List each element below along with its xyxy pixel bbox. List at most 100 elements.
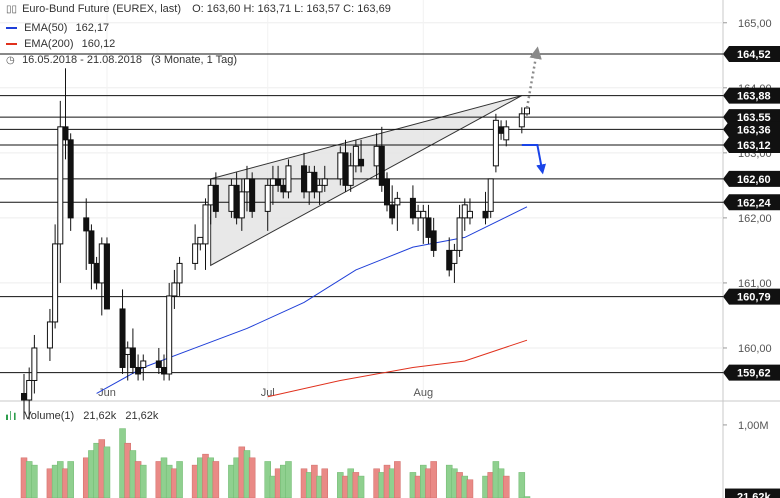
candle[interactable]: [155, 347, 162, 374]
candle[interactable]: [383, 172, 390, 212]
candle[interactable]: [389, 185, 396, 225]
candle[interactable]: [275, 165, 282, 192]
candle-body-up: [352, 145, 359, 167]
level-badge: 163,88: [723, 87, 780, 104]
candle-body-up: [264, 184, 271, 212]
candle-body-up: [461, 204, 468, 219]
candle[interactable]: [466, 198, 473, 225]
candle-body-up: [140, 360, 147, 368]
level-badge-label: 163,12: [737, 140, 771, 152]
candle[interactable]: [119, 289, 126, 374]
volume-bar-down: [212, 461, 220, 498]
candle[interactable]: [378, 126, 385, 192]
level-badge: 162,24: [723, 194, 780, 211]
level-badge-label: 160,79: [737, 292, 771, 304]
candle[interactable]: [212, 172, 219, 218]
candle-body-up: [337, 152, 344, 180]
candle[interactable]: [176, 256, 183, 296]
y-tick-label: 161,00: [738, 278, 772, 290]
candle[interactable]: [57, 100, 64, 283]
candle[interactable]: [430, 217, 437, 257]
candle[interactable]: [456, 204, 463, 257]
ema50-label: EMA(50): [24, 22, 68, 34]
x-tick-label: Jun: [98, 387, 116, 399]
candle[interactable]: [46, 308, 53, 361]
candle-body-up: [306, 171, 313, 193]
candle[interactable]: [524, 106, 530, 116]
candle[interactable]: [482, 191, 489, 225]
candle[interactable]: [451, 243, 458, 283]
candle-body-up: [347, 165, 354, 186]
candle[interactable]: [487, 178, 494, 218]
candle-body-down: [103, 243, 110, 310]
candle[interactable]: [492, 113, 499, 173]
candle[interactable]: [129, 328, 136, 374]
candle-body-down: [21, 392, 27, 401]
candle[interactable]: [67, 133, 74, 231]
candle-body-down: [280, 184, 287, 193]
level-badge-label: 159,62: [737, 368, 771, 380]
candle[interactable]: [192, 224, 199, 270]
candle-body-up: [487, 178, 494, 212]
candle[interactable]: [238, 178, 245, 231]
level-badge-bg: [723, 45, 780, 62]
candle[interactable]: [503, 120, 510, 147]
projection-arrow-up: [525, 46, 542, 109]
candle[interactable]: [358, 139, 365, 173]
volume-label: Volume(1): [24, 410, 75, 422]
candle[interactable]: [93, 256, 100, 290]
candle[interactable]: [409, 185, 416, 225]
candle[interactable]: [347, 152, 354, 192]
candle-body-up: [373, 145, 380, 167]
level-badge-bg: [723, 121, 780, 138]
candle[interactable]: [461, 198, 468, 231]
legend-period: ◷ 16.05.2018 - 21.08.2018 (3 Monate, 1 T…: [6, 54, 237, 66]
candle[interactable]: [26, 367, 33, 420]
candle[interactable]: [518, 107, 525, 134]
candle[interactable]: [352, 139, 359, 173]
candle[interactable]: [316, 178, 323, 205]
candle-body-down: [135, 366, 142, 375]
candle[interactable]: [88, 224, 95, 290]
candle[interactable]: [161, 354, 168, 381]
candle[interactable]: [264, 178, 271, 231]
candle[interactable]: [321, 165, 328, 192]
level-badge-label: 163,88: [737, 91, 771, 103]
candle-body-down: [161, 366, 168, 375]
candle[interactable]: [171, 269, 178, 309]
candle[interactable]: [140, 354, 147, 381]
candle[interactable]: [103, 237, 110, 310]
candle[interactable]: [62, 68, 69, 160]
x-tick-label: Aug: [413, 387, 433, 399]
candle[interactable]: [52, 224, 59, 329]
candle[interactable]: [285, 159, 292, 199]
candle[interactable]: [202, 198, 209, 270]
candle[interactable]: [249, 172, 256, 218]
candle-body-up: [238, 191, 245, 219]
candle[interactable]: [31, 334, 38, 394]
candle[interactable]: [98, 237, 105, 316]
level-badge: 160,79: [723, 288, 780, 305]
candle[interactable]: [446, 237, 453, 277]
candle[interactable]: [83, 198, 90, 270]
volume-bars-icon: [6, 411, 16, 420]
candle-body-up: [524, 107, 530, 115]
candle[interactable]: [498, 120, 505, 140]
candle[interactable]: [425, 204, 432, 244]
candle[interactable]: [311, 165, 318, 199]
candle[interactable]: [166, 282, 173, 381]
candle-body-up: [202, 204, 209, 245]
candle-body-down: [482, 210, 489, 219]
level-badge: 163,36: [723, 121, 780, 138]
candle-body-up: [192, 243, 199, 264]
candle[interactable]: [415, 204, 422, 231]
candle[interactable]: [420, 204, 427, 244]
candle[interactable]: [394, 191, 401, 231]
instrument-title: Euro-Bund Future (EUREX, last): [22, 3, 182, 15]
candle[interactable]: [197, 236, 204, 251]
candle[interactable]: [135, 354, 142, 381]
ema200-label: EMA(200): [24, 38, 74, 50]
candle-body-up: [456, 217, 463, 251]
level-badge-bg: [723, 194, 780, 211]
